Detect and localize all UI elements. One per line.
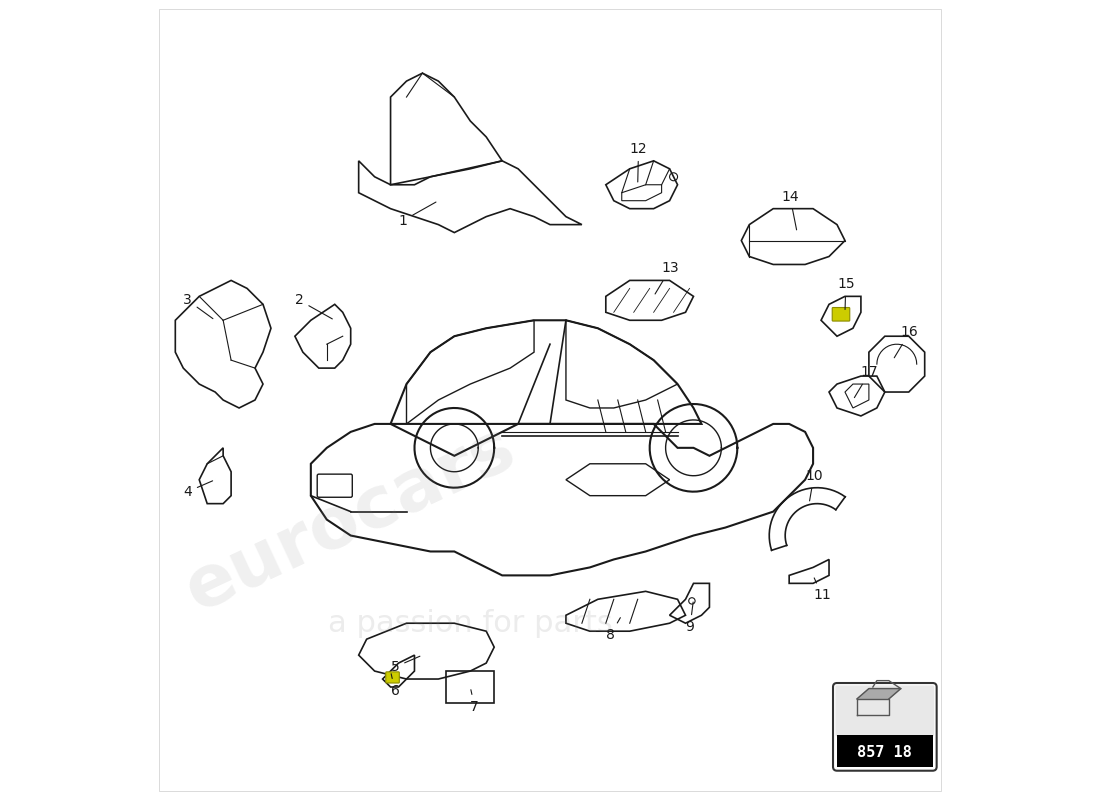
- Text: eurocars: eurocars: [175, 413, 527, 626]
- Text: a passion for parts: a passion for parts: [328, 609, 613, 638]
- Bar: [837, 735, 933, 766]
- Polygon shape: [857, 689, 901, 699]
- Text: 16: 16: [894, 326, 918, 358]
- Text: 14: 14: [781, 190, 799, 230]
- Text: 3: 3: [184, 294, 213, 318]
- Text: 5: 5: [390, 656, 420, 674]
- Text: 2: 2: [295, 294, 332, 319]
- Text: 857 18: 857 18: [858, 745, 912, 760]
- Text: 7: 7: [471, 690, 478, 714]
- FancyBboxPatch shape: [833, 683, 937, 770]
- FancyBboxPatch shape: [835, 686, 934, 737]
- Text: 6: 6: [390, 674, 399, 698]
- Text: 13: 13: [656, 262, 679, 294]
- Text: 17: 17: [855, 365, 879, 398]
- Text: 9: 9: [685, 602, 694, 634]
- Text: 15: 15: [837, 278, 855, 310]
- Text: 1: 1: [398, 202, 436, 228]
- FancyBboxPatch shape: [833, 307, 850, 321]
- FancyBboxPatch shape: [386, 672, 399, 683]
- Text: 11: 11: [813, 578, 830, 602]
- Text: 10: 10: [805, 469, 823, 501]
- Text: 8: 8: [606, 618, 620, 642]
- Text: 4: 4: [184, 481, 212, 498]
- Text: 12: 12: [629, 142, 647, 182]
